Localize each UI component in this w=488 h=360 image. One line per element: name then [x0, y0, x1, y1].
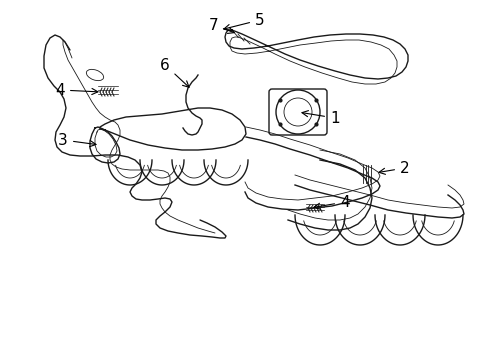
Text: 6: 6 [160, 58, 189, 87]
Text: 4: 4 [55, 82, 98, 98]
Text: 5: 5 [224, 13, 264, 31]
Text: 4: 4 [313, 194, 349, 210]
Text: 1: 1 [302, 111, 339, 126]
Text: 3: 3 [58, 132, 96, 148]
Text: 7: 7 [208, 18, 234, 33]
Text: 2: 2 [378, 161, 409, 176]
